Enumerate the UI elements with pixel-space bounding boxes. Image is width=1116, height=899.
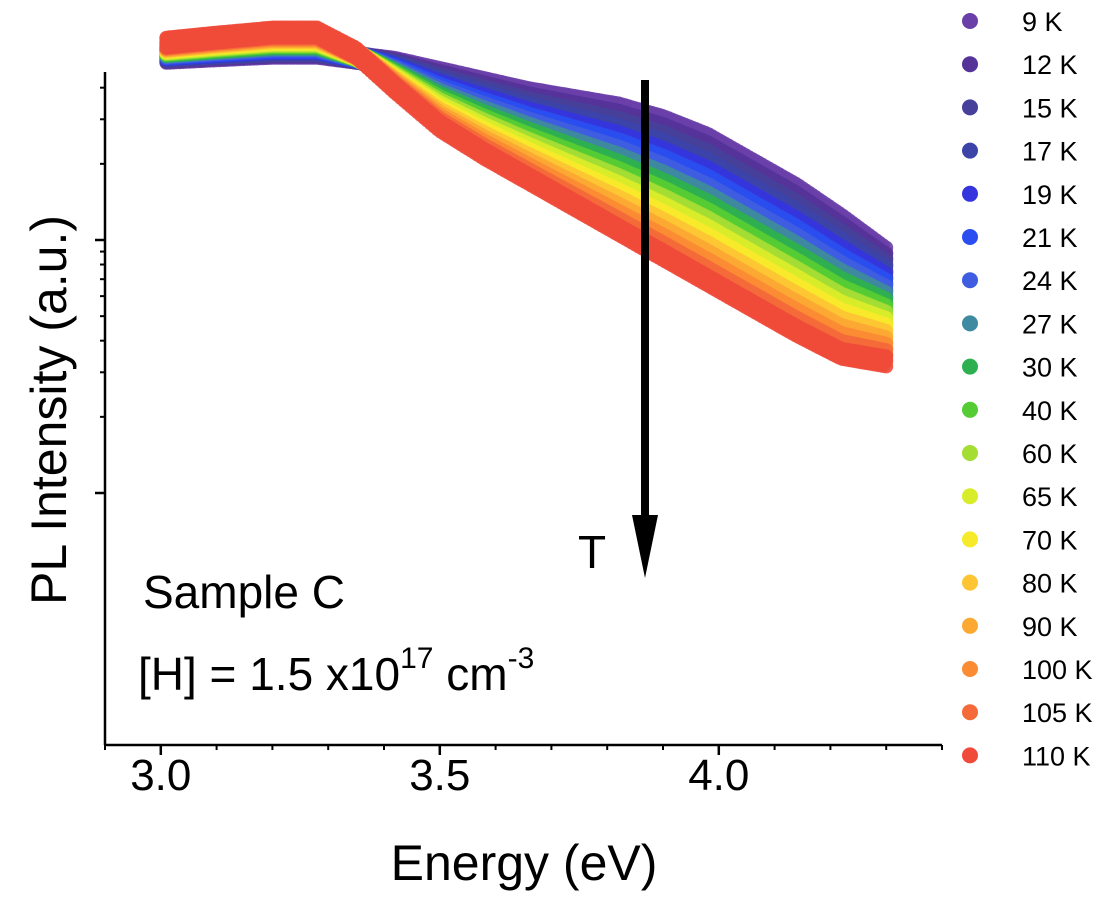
data-points: [159, 20, 894, 374]
